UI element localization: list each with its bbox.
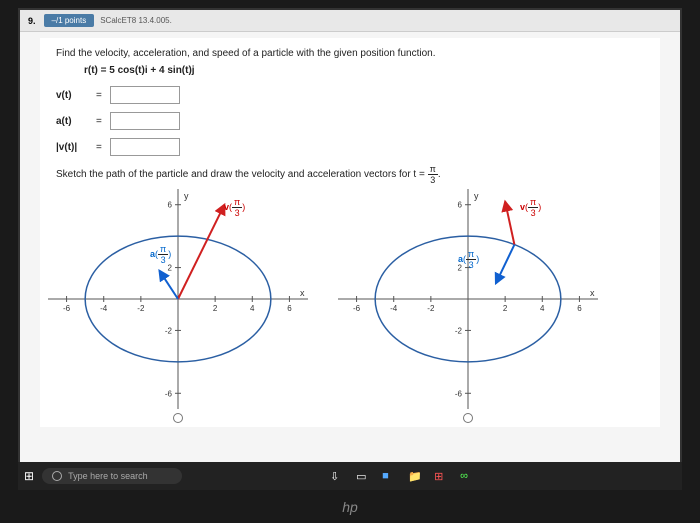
points-pill[interactable]: –/1 points [44, 14, 95, 27]
laptop-logo: hp [342, 499, 358, 515]
screen: 9. –/1 points SCalcET8 13.4.005. Find th… [18, 8, 682, 488]
plot-left: xy-6-4-2246-6-226v(π3)a(π3) [48, 189, 308, 409]
tb-icon[interactable]: ⇩ [330, 470, 342, 482]
plot-option-right: xy-6-4-2246-6-226v(π3)a(π3) [338, 189, 598, 423]
svg-text:-4: -4 [100, 304, 108, 313]
svg-text:2: 2 [213, 304, 218, 313]
svg-text:x: x [300, 288, 305, 298]
answer-row-speed: |v(t)| = [56, 138, 644, 156]
answer-row-a: a(t) = [56, 112, 644, 130]
svg-text:6: 6 [577, 304, 582, 313]
svg-text:x: x [590, 288, 595, 298]
answer-row-v: v(t) = [56, 86, 644, 104]
tb-icon[interactable]: ⊞ [434, 470, 446, 482]
label-a: a(t) [56, 116, 96, 127]
start-icon[interactable]: ⊞ [24, 469, 34, 483]
svg-text:6: 6 [458, 201, 463, 210]
sketch-t-label: t = [413, 169, 427, 180]
position-function: r(t) = 5 cos(t)i + 4 sin(t)j [84, 65, 644, 76]
svg-text:6: 6 [287, 304, 292, 313]
question-header: 9. –/1 points SCalcET8 13.4.005. [20, 10, 680, 32]
question-content: Find the velocity, acceleration, and spe… [40, 38, 660, 427]
question-number: 9. [28, 16, 36, 26]
plot-right: xy-6-4-2246-6-226v(π3)a(π3) [338, 189, 598, 409]
taskbar-icons: ⇩ ▭ ■ 📁 ⊞ ∞ [330, 470, 472, 482]
svg-text:4: 4 [250, 304, 255, 313]
svg-text:-6: -6 [353, 304, 361, 313]
svg-text:-6: -6 [455, 389, 463, 398]
search-icon [52, 471, 62, 481]
sketch-prompt: Sketch the path of the particle and draw… [56, 164, 644, 185]
svg-text:6: 6 [168, 201, 173, 210]
label-v: v(t) [56, 90, 96, 101]
radio-left[interactable] [173, 413, 183, 423]
input-v[interactable] [110, 86, 180, 104]
plot-row: xy-6-4-2246-6-226v(π3)a(π3) xy-6-4-2246-… [48, 189, 644, 423]
eq-sign: = [96, 116, 110, 127]
svg-text:2: 2 [503, 304, 508, 313]
plot-option-left: xy-6-4-2246-6-226v(π3)a(π3) [48, 189, 308, 423]
svg-text:-2: -2 [427, 304, 435, 313]
search-placeholder: Type here to search [68, 471, 148, 481]
sketch-prefix: Sketch the path of the particle and draw… [56, 169, 413, 180]
tb-icon[interactable]: 📁 [408, 470, 420, 482]
search-box[interactable]: Type here to search [42, 468, 182, 484]
input-speed[interactable] [110, 138, 180, 156]
svg-text:-6: -6 [165, 389, 173, 398]
tb-icon[interactable]: ▭ [356, 470, 368, 482]
tb-icon[interactable]: ∞ [460, 470, 472, 482]
eq-sign: = [96, 90, 110, 101]
svg-text:-6: -6 [63, 304, 71, 313]
svg-text:-2: -2 [455, 326, 463, 335]
svg-text:-4: -4 [390, 304, 398, 313]
svg-text:4: 4 [540, 304, 545, 313]
svg-text:y: y [474, 191, 479, 201]
eq-sign: = [96, 142, 110, 153]
svg-text:-2: -2 [137, 304, 145, 313]
radio-right[interactable] [463, 413, 473, 423]
taskbar: ⊞ Type here to search ⇩ ▭ ■ 📁 ⊞ ∞ [18, 462, 682, 490]
question-ref: SCalcET8 13.4.005. [100, 16, 172, 25]
label-speed: |v(t)| [56, 142, 96, 153]
tb-icon[interactable]: ■ [382, 470, 394, 482]
prompt-text: Find the velocity, acceleration, and spe… [56, 48, 644, 59]
input-a[interactable] [110, 112, 180, 130]
sketch-t-frac: π 3 [428, 164, 438, 185]
svg-text:-2: -2 [165, 326, 173, 335]
svg-text:y: y [184, 191, 189, 201]
